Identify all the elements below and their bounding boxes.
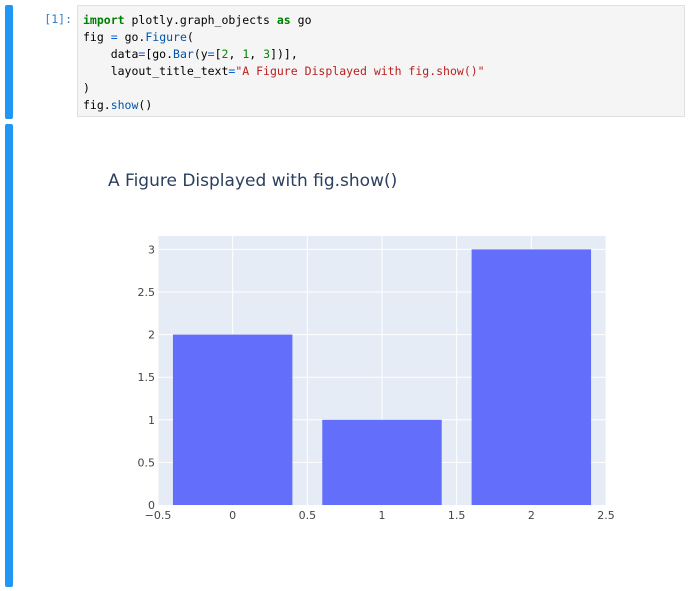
- code-token: Bar: [173, 47, 194, 61]
- y-tick-label: 0.5: [138, 456, 156, 469]
- x-tick-label: −0.5: [145, 509, 172, 522]
- code-line: data=[go.Bar(y=[2, 1, 3])],: [83, 46, 298, 63]
- code-line: import plotly.graph_objects as go: [83, 12, 312, 29]
- code-token: go.: [117, 30, 146, 44]
- input-cell-selection-bar[interactable]: [5, 5, 13, 119]
- execution-count-prompt: [1]:: [44, 12, 72, 26]
- code-token: fig.: [83, 98, 111, 112]
- x-tick-label: 1: [379, 509, 386, 522]
- code-token: (: [186, 30, 194, 44]
- code-token: fig: [83, 30, 111, 44]
- code-token: 3: [263, 47, 271, 61]
- x-tick-label: 1.5: [448, 509, 466, 522]
- tick-labels: 00.511.522.53−0.5 0 0.5 1 1.5 2 2.5: [138, 243, 615, 522]
- x-tick-label: 0.5: [299, 509, 317, 522]
- code-token: [: [214, 47, 222, 61]
- code-token: =: [110, 30, 118, 44]
- y-tick-label: 2: [148, 329, 155, 342]
- code-token: "A Figure Displayed with fig.show()": [235, 64, 485, 78]
- plotly-figure[interactable]: A Figure Displayed with fig.show() 0 0.5 1…: [100, 135, 660, 535]
- code-token: import: [83, 13, 125, 27]
- y-tick-label: 1.5: [138, 371, 156, 384]
- code-token: plotly.graph_objects: [124, 13, 277, 27]
- code-line: fig = go.Figure(: [83, 29, 194, 46]
- code-token: ,: [249, 47, 264, 61]
- code-token: ): [83, 81, 90, 95]
- chart-title: A Figure Displayed with fig.show(): [108, 171, 397, 191]
- code-editor[interactable]: import plotly.graph_objects as go fig = g…: [77, 5, 685, 117]
- code-token: 2: [221, 47, 229, 61]
- code-token: Figure: [145, 30, 187, 44]
- code-token: =: [207, 47, 215, 61]
- code-token: ])],: [270, 47, 298, 61]
- x-tick-label: 0: [229, 509, 236, 522]
- code-line: layout_title_text="A Figure Displayed wi…: [83, 63, 485, 80]
- code-line: ): [83, 80, 90, 97]
- code-token: ,: [228, 47, 243, 61]
- code-token: =: [228, 64, 236, 78]
- code-line: fig.show(): [83, 97, 152, 114]
- code-token: as: [276, 13, 291, 27]
- code-token: =: [138, 47, 146, 61]
- x-tick-label: 2.5: [597, 509, 615, 522]
- code-token: data: [83, 47, 139, 61]
- x-tick-label: 2: [528, 509, 535, 522]
- code-token: (): [138, 98, 153, 112]
- code-token: show: [110, 98, 139, 112]
- bar[interactable]: [471, 249, 592, 505]
- y-tick-label: 1: [148, 414, 155, 427]
- output-cell-selection-bar[interactable]: [5, 124, 13, 587]
- code-token: go: [290, 13, 312, 27]
- code-token: 1: [242, 47, 250, 61]
- y-tick-label: 2.5: [138, 286, 156, 299]
- code-token: layout_title_text: [83, 64, 229, 78]
- bar-chart[interactable]: A Figure Displayed with fig.show() 0 0.5 1…: [100, 135, 660, 535]
- bars[interactable]: [172, 249, 592, 505]
- code-token: (y: [193, 47, 208, 61]
- y-tick-label: 0: [148, 499, 155, 512]
- bar[interactable]: [172, 334, 293, 505]
- y-tick-label: 3: [148, 243, 155, 256]
- bar[interactable]: [322, 419, 442, 505]
- code-token: [go.: [145, 47, 174, 61]
